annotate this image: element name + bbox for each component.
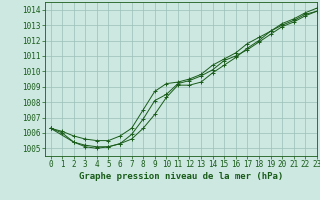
X-axis label: Graphe pression niveau de la mer (hPa): Graphe pression niveau de la mer (hPa) — [79, 172, 283, 181]
